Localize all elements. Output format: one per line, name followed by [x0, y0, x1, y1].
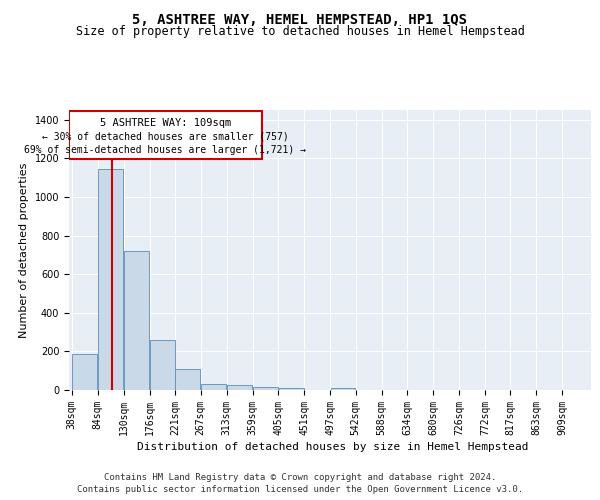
Text: 5, ASHTREE WAY, HEMEL HEMPSTEAD, HP1 1QS: 5, ASHTREE WAY, HEMEL HEMPSTEAD, HP1 1QS	[133, 12, 467, 26]
Text: ← 30% of detached houses are smaller (757): ← 30% of detached houses are smaller (75…	[42, 132, 289, 141]
Bar	[253, 386, 278, 390]
Bar	[98, 169, 124, 390]
Text: Distribution of detached houses by size in Hemel Hempstead: Distribution of detached houses by size …	[137, 442, 529, 452]
Text: Size of property relative to detached houses in Hemel Hempstead: Size of property relative to detached ho…	[76, 25, 524, 38]
Text: 5 ASHTREE WAY: 109sqm: 5 ASHTREE WAY: 109sqm	[100, 118, 231, 128]
Text: Contains HM Land Registry data © Crown copyright and database right 2024.: Contains HM Land Registry data © Crown c…	[104, 472, 496, 482]
Bar	[279, 388, 304, 390]
Bar	[124, 251, 149, 390]
Text: Contains public sector information licensed under the Open Government Licence v3: Contains public sector information licen…	[77, 485, 523, 494]
Bar	[150, 340, 175, 390]
Y-axis label: Number of detached properties: Number of detached properties	[19, 162, 29, 338]
Bar	[175, 369, 200, 390]
Text: 69% of semi-detached houses are larger (1,721) →: 69% of semi-detached houses are larger (…	[24, 144, 306, 154]
Bar	[72, 354, 97, 390]
Bar	[227, 385, 252, 390]
Bar	[201, 384, 226, 390]
FancyBboxPatch shape	[69, 111, 262, 159]
Bar	[331, 388, 355, 390]
